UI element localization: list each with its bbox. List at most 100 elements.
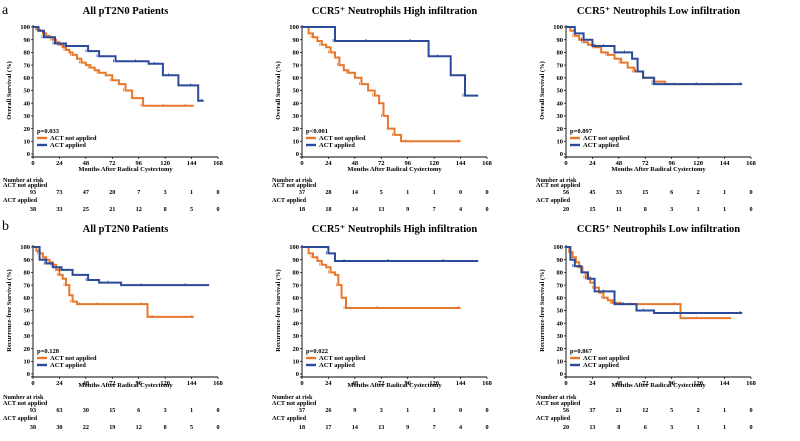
y-tick-label: 20: [293, 126, 300, 133]
y-tick-label: 80: [557, 270, 564, 277]
km-panel-3: CCR5⁺ Neutrophils Low infiltration010203…: [536, 6, 757, 213]
legend-label-act-not-applied: ACT not applied: [319, 355, 366, 362]
risk-value-applied: 4: [459, 424, 462, 431]
y-tick-label: 100: [20, 244, 30, 251]
risk-value-not-applied: 30: [83, 407, 89, 414]
x-axis-label: Months After Radical Cystectomy: [78, 382, 173, 389]
risk-value-not-applied: 12: [642, 407, 648, 414]
series-line-act-applied: [302, 246, 479, 262]
x-tick-label: 24: [325, 380, 332, 387]
x-tick-label: 96: [404, 380, 411, 387]
y-tick-label: 20: [293, 346, 300, 353]
risk-value-applied: 38: [30, 424, 36, 431]
y-tick-label: 70: [557, 282, 564, 289]
x-tick-label: 0: [300, 160, 303, 167]
risk-value-not-applied: 6: [137, 407, 140, 414]
legend-label-act-applied: ACT applied: [50, 362, 86, 369]
risk-value-applied: 3: [670, 424, 673, 431]
legend-label-act-applied: ACT applied: [319, 362, 355, 369]
y-tick-label: 0: [296, 151, 299, 158]
risk-value-not-applied: 0: [749, 407, 752, 414]
risk-value-not-applied: 1: [433, 189, 436, 196]
risk-value-applied: 14: [352, 424, 358, 431]
km-panel-5: CCR5⁺ Neutrophils High infiltration01020…: [272, 224, 493, 431]
risk-value-applied: 30: [56, 424, 62, 431]
risk-value-not-applied: 37: [299, 189, 305, 196]
risk-value-not-applied: 1: [190, 189, 193, 196]
risk-group-label-applied: ACT applied: [536, 415, 571, 422]
x-tick-label: 24: [325, 160, 332, 167]
p-value: p<0.001: [306, 128, 328, 135]
y-tick-label: 10: [24, 139, 31, 146]
x-tick-label: 168: [746, 380, 757, 387]
risk-value-not-applied: 63: [56, 407, 62, 414]
series-line-act-not-applied: [302, 26, 461, 143]
y-tick-label: 80: [293, 270, 300, 277]
y-tick-label: 0: [560, 151, 563, 158]
risk-value-not-applied: 56: [563, 189, 569, 196]
series-line-act-not-applied: [566, 246, 732, 320]
y-tick-label: 80: [24, 270, 31, 277]
y-tick-label: 10: [293, 359, 300, 366]
y-tick-label: 20: [24, 346, 31, 353]
legend-label-act-applied: ACT applied: [583, 362, 619, 369]
legend-label-act-not-applied: ACT not applied: [50, 355, 97, 362]
risk-value-applied: 14: [352, 206, 358, 213]
x-tick-label: 48: [616, 160, 623, 167]
risk-value-applied: 38: [30, 206, 36, 213]
y-tick-label: 20: [24, 126, 31, 133]
y-tick-label: 60: [24, 295, 31, 302]
risk-value-not-applied: 14: [352, 189, 358, 196]
risk-value-applied: 3: [670, 206, 673, 213]
risk-value-not-applied: 1: [190, 407, 193, 414]
y-tick-label: 90: [293, 257, 300, 264]
risk-value-not-applied: 45: [589, 189, 595, 196]
x-axis-label: Months After Radical Cystectomy: [611, 166, 706, 173]
y-tick-label: 40: [24, 320, 31, 327]
y-tick-label: 60: [293, 295, 300, 302]
risk-value-not-applied: 1: [406, 189, 409, 196]
risk-value-not-applied: 5: [380, 189, 383, 196]
risk-value-applied: 33: [56, 206, 62, 213]
x-tick-label: 96: [404, 160, 411, 167]
x-tick-label: 96: [135, 160, 142, 167]
y-tick-label: 90: [293, 37, 300, 44]
x-tick-label: 24: [589, 380, 596, 387]
risk-group-label-applied: ACT applied: [272, 415, 307, 422]
risk-value-applied: 8: [164, 424, 167, 431]
x-axis-label: Months After Radical Cystectomy: [347, 382, 442, 389]
risk-value-applied: 1: [723, 206, 726, 213]
risk-value-applied: 1: [723, 424, 726, 431]
row-label-a: a: [2, 3, 9, 18]
y-tick-label: 70: [24, 62, 31, 69]
legend-label-act-not-applied: ACT not applied: [583, 355, 630, 362]
legend-label-act-applied: ACT applied: [319, 142, 355, 149]
risk-group-label-applied: ACT applied: [3, 415, 38, 422]
y-tick-label: 70: [557, 62, 564, 69]
p-value: p=0.897: [570, 128, 593, 135]
risk-value-not-applied: 15: [109, 407, 115, 414]
x-tick-label: 120: [160, 380, 170, 387]
risk-group-label-not-applied: ACT not applied: [536, 182, 581, 189]
x-tick-label: 24: [56, 160, 63, 167]
y-tick-label: 20: [557, 126, 564, 133]
risk-value-not-applied: 3: [380, 407, 383, 414]
x-tick-label: 0: [31, 160, 34, 167]
legend-label-act-applied: ACT applied: [50, 142, 86, 149]
y-tick-label: 90: [557, 257, 564, 264]
risk-value-applied: 0: [749, 424, 752, 431]
risk-value-not-applied: 3: [164, 407, 167, 414]
y-tick-label: 70: [24, 282, 31, 289]
y-tick-label: 40: [293, 320, 300, 327]
x-tick-label: 72: [642, 380, 649, 387]
x-tick-label: 72: [378, 160, 385, 167]
series-line-act-applied: [33, 26, 204, 102]
x-tick-label: 72: [109, 160, 116, 167]
risk-value-not-applied: 1: [723, 189, 726, 196]
risk-value-not-applied: 0: [216, 189, 219, 196]
risk-value-not-applied: 0: [459, 189, 462, 196]
legend-label-act-applied: ACT applied: [583, 142, 619, 149]
y-tick-label: 60: [557, 295, 564, 302]
risk-value-applied: 18: [325, 206, 331, 213]
